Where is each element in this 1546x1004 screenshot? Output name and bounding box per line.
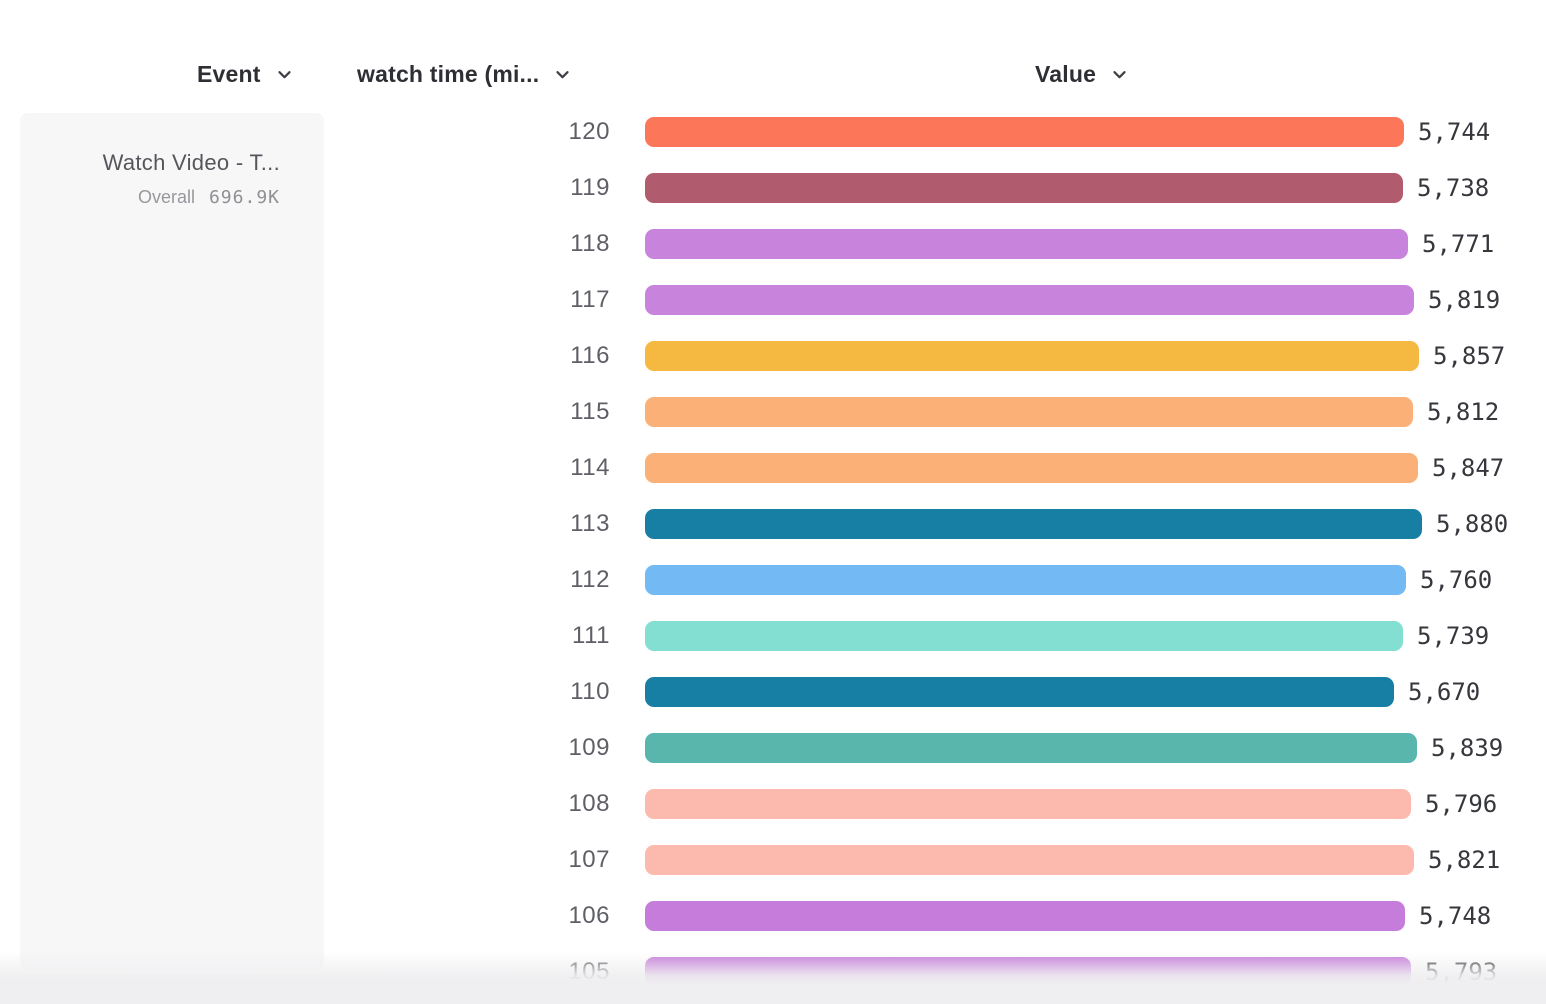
watch-time-column-header[interactable]: watch time (mi... [357,57,571,91]
value-bar[interactable] [645,845,1414,875]
series-total: 696.9K [208,187,280,209]
row-value-label: 5,812 [1427,398,1500,426]
row-value-label: 5,839 [1431,734,1504,762]
row-category-label: 119 [570,174,610,201]
value-bar[interactable] [645,565,1406,595]
row-value-label: 5,847 [1432,454,1505,482]
row-value-label: 5,748 [1419,902,1492,930]
row-category-label: 105 [568,958,610,985]
value-bar[interactable] [645,789,1411,819]
event-column-label: Event [197,60,261,87]
value-bar[interactable] [645,901,1405,931]
row-value-label: 5,796 [1425,790,1498,818]
value-column-label: Value [1035,60,1097,87]
row-value-label: 5,670 [1408,678,1481,706]
row-value-label: 5,744 [1418,118,1491,146]
row-category-label: 116 [570,342,610,369]
table-row: 110 5,670 [0,664,1546,720]
row-value-label: 5,771 [1422,230,1495,258]
row-category-label: 115 [570,398,610,425]
value-bar[interactable] [645,733,1417,763]
table-row: 108 5,796 [0,776,1546,832]
row-category-label: 107 [568,846,610,873]
value-bar[interactable] [645,229,1408,259]
value-bar[interactable] [645,397,1413,427]
row-value-label: 5,760 [1420,566,1493,594]
row-category-label: 112 [570,566,610,593]
row-category-label: 118 [570,230,610,257]
table-row: 112 5,760 [0,552,1546,608]
row-category-label: 111 [572,622,610,649]
table-row: 116 5,857 [0,328,1546,384]
row-value-label: 5,819 [1428,286,1501,314]
row-value-label: 5,880 [1436,510,1509,538]
value-bar[interactable] [645,621,1403,651]
table-row: 115 5,812 [0,384,1546,440]
value-bar[interactable] [645,341,1419,371]
row-value-label: 5,821 [1428,846,1501,874]
event-series-row: Overall 696.9K [20,187,280,208]
table-row: 117 5,819 [0,272,1546,328]
table-row: 107 5,821 [0,832,1546,888]
row-category-label: 106 [568,902,610,929]
row-value-label: 5,738 [1417,174,1490,202]
value-bar[interactable] [645,677,1394,707]
event-column-header[interactable]: Event [197,57,293,91]
bar-chart: 120 5,744 119 5,738 118 5,771 117 5,819 116 5,857… [0,104,1546,1000]
chevron-down-icon [1111,62,1128,89]
value-bar[interactable] [645,453,1418,483]
value-bar[interactable] [645,509,1422,539]
chevron-down-icon [554,62,571,89]
row-category-label: 117 [570,286,610,313]
row-category-label: 120 [568,118,610,145]
row-category-label: 113 [570,510,610,537]
table-row: 109 5,839 [0,720,1546,776]
event-title: Watch Video - T... [102,150,280,175]
event-card[interactable]: Watch Video - T... Overall 696.9K [20,113,324,970]
value-bar[interactable] [645,957,1411,987]
row-value-label: 5,857 [1433,342,1506,370]
series-label-overall: Overall [137,187,195,208]
value-bar[interactable] [645,117,1404,147]
row-category-label: 114 [570,454,610,481]
table-row: 114 5,847 [0,440,1546,496]
table-row: 105 5,793 [0,944,1546,1000]
table-row: 118 5,771 [0,216,1546,272]
row-value-label: 5,793 [1425,958,1498,986]
row-category-label: 108 [568,790,610,817]
row-value-label: 5,739 [1417,622,1490,650]
table-row: 120 5,744 [0,104,1546,160]
table-row: 111 5,739 [0,608,1546,664]
row-category-label: 110 [570,678,610,705]
row-category-label: 109 [568,734,610,761]
value-bar[interactable] [645,173,1403,203]
chevron-down-icon [276,62,293,89]
table-row: 119 5,738 [0,160,1546,216]
value-column-header[interactable]: Value [1035,57,1128,91]
table-row: 106 5,748 [0,888,1546,944]
watch-time-column-label: watch time (mi... [357,60,540,87]
value-bar[interactable] [645,285,1414,315]
table-row: 113 5,880 [0,496,1546,552]
